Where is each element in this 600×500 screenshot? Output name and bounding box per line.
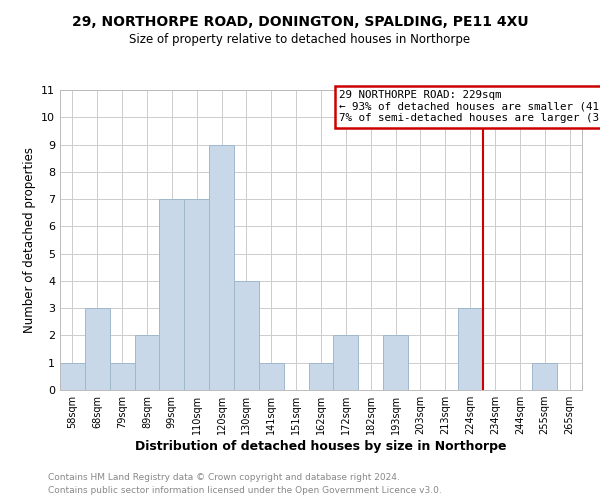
Bar — [458, 308, 482, 390]
Bar — [234, 281, 259, 390]
Y-axis label: Number of detached properties: Number of detached properties — [23, 147, 35, 333]
Text: Contains HM Land Registry data © Crown copyright and database right 2024.: Contains HM Land Registry data © Crown c… — [48, 472, 400, 482]
Text: 29, NORTHORPE ROAD, DONINGTON, SPALDING, PE11 4XU: 29, NORTHORPE ROAD, DONINGTON, SPALDING,… — [71, 15, 529, 29]
Bar — [85, 308, 110, 390]
Bar — [532, 362, 557, 390]
Text: 29 NORTHORPE ROAD: 229sqm
← 93% of detached houses are smaller (41)
7% of semi-d: 29 NORTHORPE ROAD: 229sqm ← 93% of detac… — [339, 90, 600, 123]
X-axis label: Distribution of detached houses by size in Northorpe: Distribution of detached houses by size … — [135, 440, 507, 453]
Bar — [209, 144, 234, 390]
Bar — [383, 336, 408, 390]
Bar — [60, 362, 85, 390]
Bar — [134, 336, 160, 390]
Bar — [184, 199, 209, 390]
Bar — [308, 362, 334, 390]
Bar — [160, 199, 184, 390]
Bar — [259, 362, 284, 390]
Text: Size of property relative to detached houses in Northorpe: Size of property relative to detached ho… — [130, 32, 470, 46]
Bar — [334, 336, 358, 390]
Bar — [110, 362, 134, 390]
Text: Contains public sector information licensed under the Open Government Licence v3: Contains public sector information licen… — [48, 486, 442, 495]
